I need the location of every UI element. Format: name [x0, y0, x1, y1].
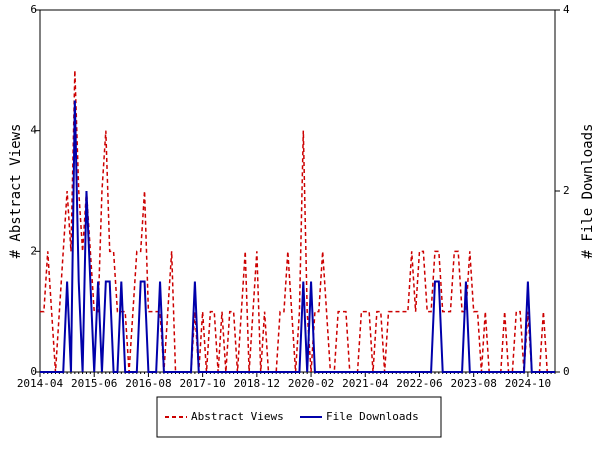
x-tick-label: 2016-08	[125, 377, 171, 390]
legend-box	[156, 396, 442, 438]
x-tick-label: 2018-12	[234, 377, 280, 390]
x-tick-label: 2021-04	[342, 377, 389, 390]
y2-axis-title: # File Downloads	[580, 124, 596, 259]
x-tick-label: 2017-10	[179, 377, 225, 390]
x-tick-label: 2023-08	[451, 377, 497, 390]
x-tick-label: 2022-06	[396, 377, 442, 390]
y-tick-label: 2	[30, 244, 37, 257]
legend-label: File Downloads	[326, 410, 419, 423]
y2-tick-label: 4	[563, 3, 570, 16]
x-tick-label: 2014-04	[17, 377, 64, 390]
y-tick-label: 4	[30, 124, 37, 137]
y-tick-label: 6	[30, 3, 37, 16]
series-line	[40, 100, 555, 373]
series-line	[40, 70, 555, 373]
y-axis-title: # Abstract Views	[8, 124, 24, 259]
legend-label: Abstract Views	[191, 410, 284, 423]
x-tick-label: 2015-06	[71, 377, 117, 390]
y2-tick-label: 2	[563, 184, 570, 197]
x-tick-label: 2024-10	[505, 377, 551, 390]
y2-tick-label: 0	[563, 365, 570, 378]
y-tick-label: 0	[30, 365, 37, 378]
x-tick-label: 2020-02	[288, 377, 334, 390]
